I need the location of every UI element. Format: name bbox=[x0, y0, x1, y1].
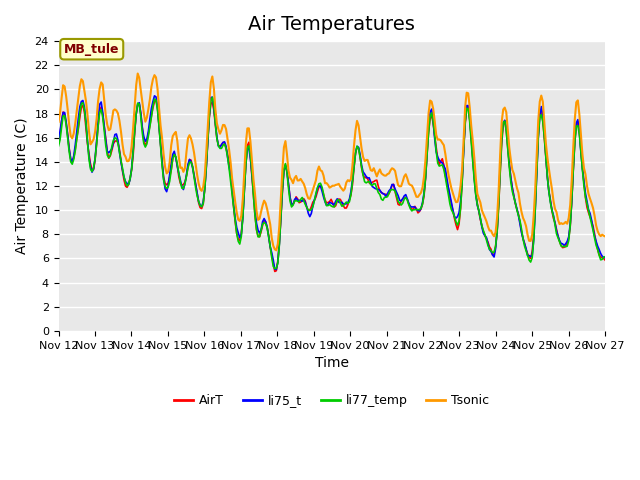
Tsonic bbox=[246, 138, 254, 144]
li77_temp bbox=[246, 153, 254, 158]
li77_temp bbox=[271, 266, 278, 272]
Line: Tsonic: Tsonic bbox=[58, 73, 605, 251]
AirT bbox=[152, 96, 160, 102]
AirT bbox=[122, 183, 129, 189]
Title: Air Temperatures: Air Temperatures bbox=[248, 15, 415, 34]
AirT bbox=[246, 154, 254, 160]
Line: AirT: AirT bbox=[58, 99, 605, 272]
AirT bbox=[271, 269, 278, 275]
Line: li75_t: li75_t bbox=[58, 96, 605, 269]
Text: MB_tule: MB_tule bbox=[64, 43, 120, 56]
AirT bbox=[602, 257, 609, 263]
li77_temp bbox=[237, 234, 245, 240]
Tsonic bbox=[574, 97, 582, 103]
AirT bbox=[297, 199, 305, 205]
Tsonic bbox=[54, 119, 62, 125]
Tsonic bbox=[297, 176, 305, 182]
li75_t bbox=[237, 231, 245, 237]
li75_t bbox=[150, 93, 158, 99]
AirT bbox=[219, 140, 227, 145]
Tsonic bbox=[237, 213, 245, 219]
li75_t bbox=[574, 117, 582, 122]
li75_t bbox=[219, 140, 227, 145]
Tsonic bbox=[122, 154, 129, 160]
li75_t bbox=[246, 156, 254, 161]
li75_t bbox=[122, 179, 129, 185]
Tsonic bbox=[219, 122, 227, 128]
li77_temp bbox=[54, 143, 62, 149]
li75_t bbox=[297, 197, 305, 203]
Y-axis label: Air Temperature (C): Air Temperature (C) bbox=[15, 118, 29, 254]
AirT bbox=[574, 119, 582, 125]
AirT bbox=[54, 140, 62, 146]
li75_t bbox=[54, 137, 62, 143]
li77_temp bbox=[297, 196, 305, 202]
li75_t bbox=[273, 266, 280, 272]
li75_t bbox=[602, 255, 609, 261]
Tsonic bbox=[134, 71, 141, 76]
Tsonic bbox=[273, 248, 280, 253]
AirT bbox=[237, 231, 245, 237]
li77_temp bbox=[219, 143, 227, 148]
Line: li77_temp: li77_temp bbox=[58, 97, 605, 269]
li77_temp bbox=[602, 254, 609, 260]
Tsonic bbox=[602, 234, 609, 240]
li77_temp bbox=[122, 180, 129, 185]
Legend: AirT, li75_t, li77_temp, Tsonic: AirT, li75_t, li77_temp, Tsonic bbox=[169, 389, 495, 412]
li77_temp bbox=[209, 95, 216, 100]
li77_temp bbox=[574, 123, 582, 129]
X-axis label: Time: Time bbox=[315, 356, 349, 370]
